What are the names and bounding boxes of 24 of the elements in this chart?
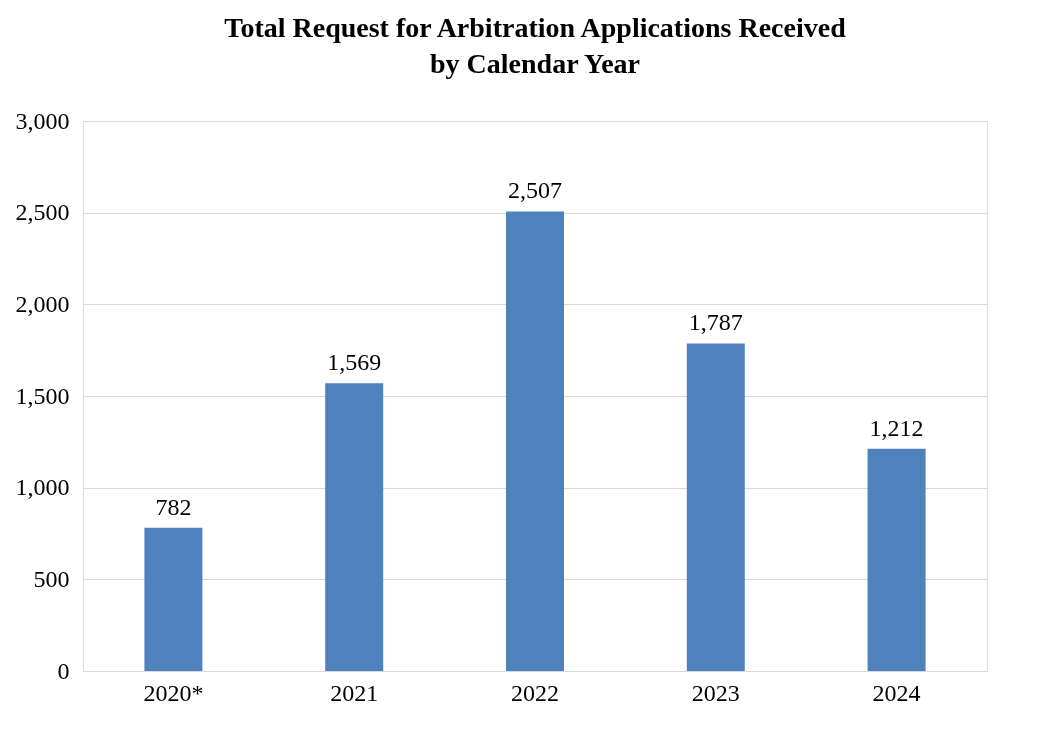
data-label: 1,212 — [869, 414, 924, 441]
x-tick-label: 2024 — [872, 679, 921, 706]
data-label: 1,787 — [688, 309, 743, 336]
y-tick-label: 500 — [33, 565, 70, 592]
y-tick-label: 0 — [57, 657, 70, 684]
y-tick-label: 1,000 — [15, 474, 70, 501]
x-tick-label: 2020* — [143, 679, 204, 706]
text: by Calendar Year — [430, 48, 640, 79]
bar — [325, 383, 384, 671]
data-label: 1,569 — [327, 349, 382, 376]
data-label: 782 — [155, 493, 192, 520]
x-tick-label: 2023 — [691, 679, 740, 706]
y-tick-label: 2,000 — [15, 290, 70, 317]
y-tick-label: 3,000 — [15, 107, 70, 134]
x-tick-label: 2022 — [511, 679, 559, 706]
y-tick-label: 2,500 — [15, 199, 70, 226]
bar — [686, 343, 745, 671]
y-tick-label: 1,500 — [15, 382, 70, 409]
data-label: 2,507 — [508, 177, 562, 204]
bar — [867, 448, 926, 671]
bar — [144, 527, 203, 671]
bar — [506, 211, 564, 671]
x-tick-label: 2021 — [330, 679, 379, 706]
text: Total Request for Arbitration Applications Received — [224, 12, 846, 43]
